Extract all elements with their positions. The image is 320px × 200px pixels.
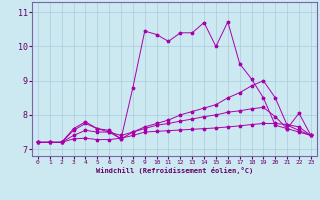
- X-axis label: Windchill (Refroidissement éolien,°C): Windchill (Refroidissement éolien,°C): [96, 167, 253, 174]
